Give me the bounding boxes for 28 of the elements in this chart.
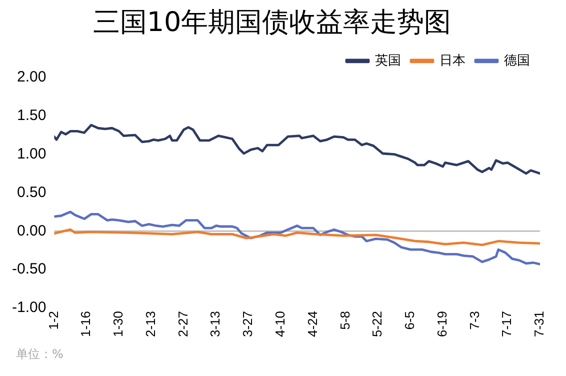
x-tick-label: 5-8 bbox=[337, 310, 352, 330]
y-tick-label: 1.00 bbox=[16, 145, 46, 162]
y-tick-label: -1.00 bbox=[12, 299, 46, 316]
y-tick-label: 0.50 bbox=[16, 184, 46, 201]
x-tick-label: 1-2 bbox=[46, 310, 61, 330]
x-tick-label: 3-27 bbox=[240, 310, 256, 338]
text: 单位：% bbox=[16, 346, 64, 363]
legend-label: 英国 bbox=[375, 53, 401, 68]
y-tick-label: 1.50 bbox=[16, 106, 46, 124]
y-tick-label: -0.50 bbox=[12, 260, 46, 278]
x-tick-label: 5-22 bbox=[370, 310, 385, 338]
x-tick-label: 4-24 bbox=[304, 310, 320, 338]
chart-title: 三国10年期国债收益率走势图 bbox=[92, 7, 452, 38]
x-tick-label: 4-10 bbox=[272, 310, 288, 338]
x-tick-label: 7-17 bbox=[499, 310, 514, 338]
y-tick-label: 2.00 bbox=[16, 68, 46, 86]
x-tick-label: 2-13 bbox=[142, 310, 158, 338]
x-tick-label: 7-31 bbox=[532, 310, 547, 338]
x-tick-label: 6-5 bbox=[402, 310, 418, 330]
x-tick-label: 2-27 bbox=[175, 310, 190, 338]
x-tick-label: 1-30 bbox=[110, 310, 126, 338]
x-tick-label: 3-13 bbox=[208, 310, 223, 338]
legend-label: 德国 bbox=[504, 53, 530, 68]
y-tick-label: 0.00 bbox=[16, 222, 46, 240]
x-tick-label: 1-16 bbox=[78, 310, 94, 338]
legend-label: 日本 bbox=[440, 53, 466, 68]
x-tick-label: 6-19 bbox=[434, 310, 450, 338]
x-tick-label: 7-3 bbox=[466, 310, 482, 330]
